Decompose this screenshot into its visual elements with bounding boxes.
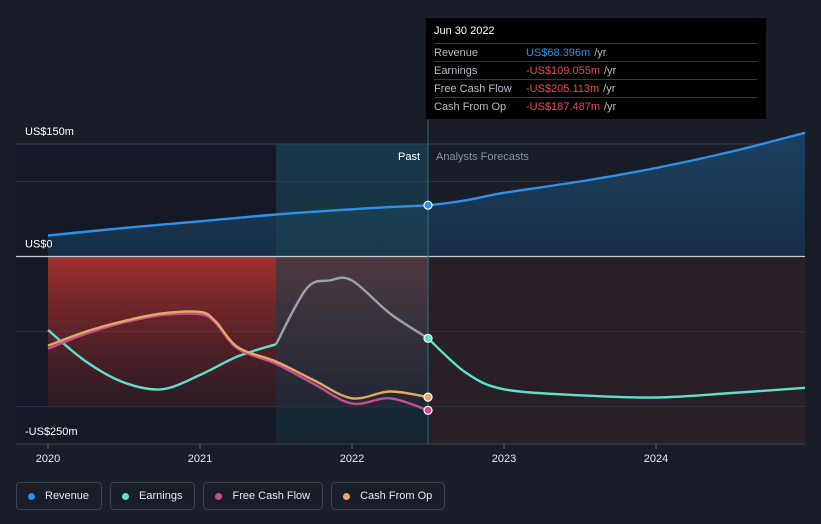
series-line-cash-from-op (47, 310, 429, 400)
tooltip: Jun 30 2022 Revenue US$68.396m /yr Earni… (426, 18, 766, 119)
tooltip-row-cash-from-op: Cash From Op -US$187.487m /yr (434, 97, 757, 115)
y-tick-label: -US$250m (25, 426, 78, 438)
tooltip-row-label: Revenue (434, 46, 479, 59)
data-point-earnings (423, 333, 433, 343)
past-label: Past (398, 151, 420, 163)
y-tick-label: US$0 (25, 239, 53, 251)
data-point-cash-from-op (423, 392, 433, 402)
tooltip-row-label: Cash From Op (434, 100, 507, 113)
tooltip-row-earnings: Earnings -US$109.055m /yr (434, 61, 757, 79)
x-tick-label: 2022 (340, 453, 364, 465)
tooltip-row-label: Free Cash Flow (434, 82, 512, 95)
series-line-earnings-forecast (427, 337, 806, 399)
revenue-area (48, 132, 805, 257)
legend-dot-icon (343, 492, 351, 500)
tooltip-row-unit: /yr (594, 46, 607, 59)
legend-dot-icon (122, 492, 130, 500)
legend-label: Free Cash Flow (232, 490, 311, 502)
legend-item-cash-from-op[interactable]: Cash From Op (331, 482, 446, 510)
legend-label: Earnings (139, 490, 183, 502)
x-tick-label: 2021 (188, 453, 212, 465)
x-tick-label: 2020 (36, 453, 60, 465)
series-line-earnings-past (274, 276, 429, 345)
data-point-revenue (423, 200, 433, 210)
legend-dot-icon (215, 492, 223, 500)
legend-item-earnings[interactable]: Earnings (110, 482, 196, 510)
x-tick-label: 2024 (644, 453, 668, 465)
forecast-label: Analysts Forecasts (436, 151, 529, 163)
tooltip-row-revenue: Revenue US$68.396m /yr (434, 43, 757, 61)
tooltip-row-unit: /yr (603, 82, 616, 95)
legend-item-free-cash-flow[interactable]: Free Cash Flow (203, 482, 324, 510)
legend-item-revenue[interactable]: Revenue (16, 482, 103, 510)
tooltip-row-unit: /yr (604, 64, 617, 77)
tooltip-row-unit: /yr (604, 100, 617, 113)
tooltip-row-value: -US$187.487m (526, 100, 600, 113)
data-point-free-cash-flow (423, 405, 433, 415)
tooltip-row-value: -US$205.113m (526, 82, 600, 95)
series-line-earnings-early (47, 329, 277, 391)
legend-label: Cash From Op (360, 490, 433, 502)
forecast-negative-region (428, 256, 805, 444)
legend: Revenue Earnings Free Cash Flow Cash Fro… (16, 482, 446, 510)
x-tick-label: 2023 (492, 453, 516, 465)
y-tick-label: US$150m (25, 126, 74, 138)
legend-label: Revenue (45, 490, 90, 502)
tooltip-row-free-cash-flow: Free Cash Flow -US$205.113m /yr (434, 79, 757, 97)
tooltip-row-label: Earnings (434, 64, 478, 77)
tooltip-row-value: US$68.396m (526, 46, 591, 59)
tooltip-row-value: -US$109.055m (526, 64, 600, 77)
tooltip-date: Jun 30 2022 (434, 25, 495, 37)
legend-dot-icon (28, 492, 35, 500)
